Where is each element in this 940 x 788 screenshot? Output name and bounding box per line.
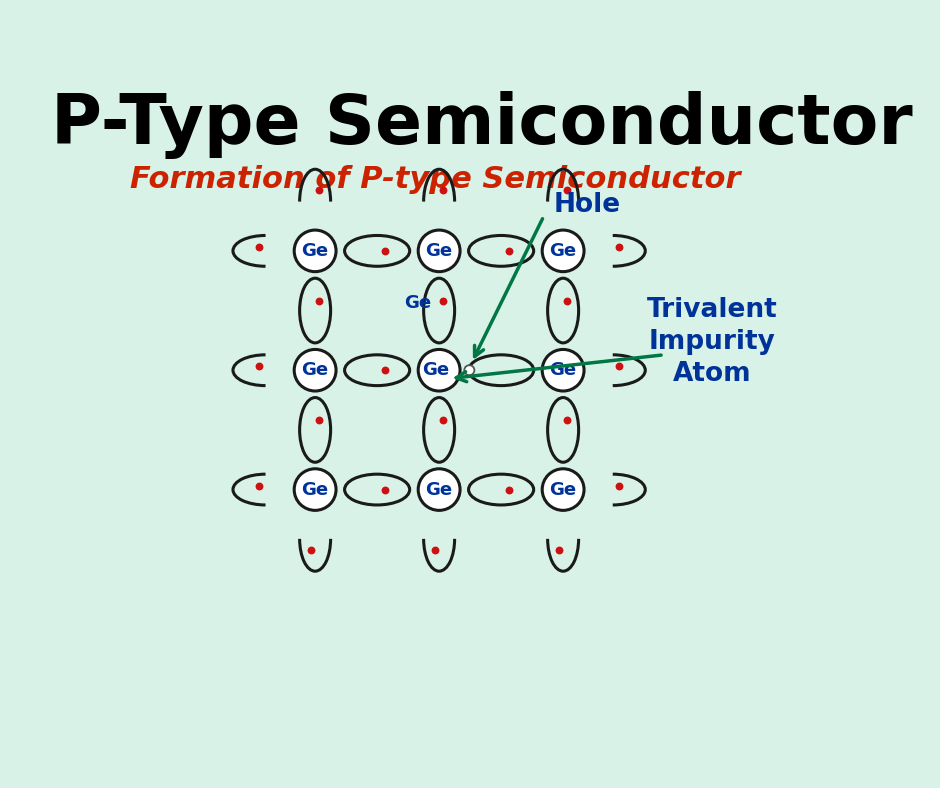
Text: Ge: Ge bbox=[550, 361, 576, 379]
Point bbox=[304, 544, 319, 556]
Ellipse shape bbox=[424, 278, 455, 343]
Point bbox=[501, 244, 516, 257]
Point bbox=[252, 360, 267, 373]
Circle shape bbox=[542, 230, 584, 272]
Ellipse shape bbox=[548, 398, 579, 463]
Text: Ge: Ge bbox=[302, 361, 329, 379]
Point bbox=[435, 294, 450, 307]
Ellipse shape bbox=[468, 355, 534, 385]
Text: Ge: Ge bbox=[550, 242, 576, 260]
Point bbox=[377, 244, 392, 257]
Text: Hole: Hole bbox=[554, 192, 621, 218]
Ellipse shape bbox=[468, 236, 534, 266]
Text: Ge: Ge bbox=[302, 481, 329, 499]
Text: P-Type Semiconductor: P-Type Semiconductor bbox=[51, 91, 913, 159]
Point bbox=[611, 360, 626, 373]
Ellipse shape bbox=[345, 474, 410, 505]
Text: Ge: Ge bbox=[426, 242, 453, 260]
Circle shape bbox=[294, 230, 337, 272]
Point bbox=[552, 544, 567, 556]
Point bbox=[252, 479, 267, 492]
Point bbox=[377, 364, 392, 377]
Circle shape bbox=[294, 469, 337, 511]
Point bbox=[428, 544, 443, 556]
Text: Ge: Ge bbox=[302, 242, 329, 260]
Circle shape bbox=[542, 349, 584, 391]
Circle shape bbox=[418, 230, 460, 272]
Point bbox=[311, 414, 326, 426]
Point bbox=[377, 483, 392, 496]
Ellipse shape bbox=[345, 236, 410, 266]
Text: Ge: Ge bbox=[404, 294, 431, 312]
Point bbox=[559, 414, 574, 426]
Point bbox=[611, 479, 626, 492]
Circle shape bbox=[294, 349, 337, 391]
Point bbox=[311, 184, 326, 196]
Text: Ge: Ge bbox=[422, 361, 449, 379]
Point bbox=[559, 184, 574, 196]
Ellipse shape bbox=[548, 278, 579, 343]
Circle shape bbox=[418, 469, 460, 511]
Ellipse shape bbox=[468, 474, 534, 505]
Point bbox=[559, 294, 574, 307]
Circle shape bbox=[464, 365, 475, 375]
Ellipse shape bbox=[300, 398, 331, 463]
Point bbox=[611, 240, 626, 253]
Ellipse shape bbox=[424, 398, 455, 463]
Point bbox=[252, 240, 267, 253]
Text: Trivalent
Impurity
Atom: Trivalent Impurity Atom bbox=[647, 297, 777, 387]
Circle shape bbox=[542, 469, 584, 511]
Ellipse shape bbox=[345, 355, 410, 385]
Point bbox=[501, 483, 516, 496]
Text: Formation of P-type Semiconductor: Formation of P-type Semiconductor bbox=[130, 165, 741, 194]
Text: Ge: Ge bbox=[550, 481, 576, 499]
Point bbox=[435, 184, 450, 196]
Point bbox=[311, 294, 326, 307]
Text: Ge: Ge bbox=[426, 481, 453, 499]
Ellipse shape bbox=[300, 278, 331, 343]
Circle shape bbox=[418, 349, 460, 391]
Point bbox=[435, 414, 450, 426]
